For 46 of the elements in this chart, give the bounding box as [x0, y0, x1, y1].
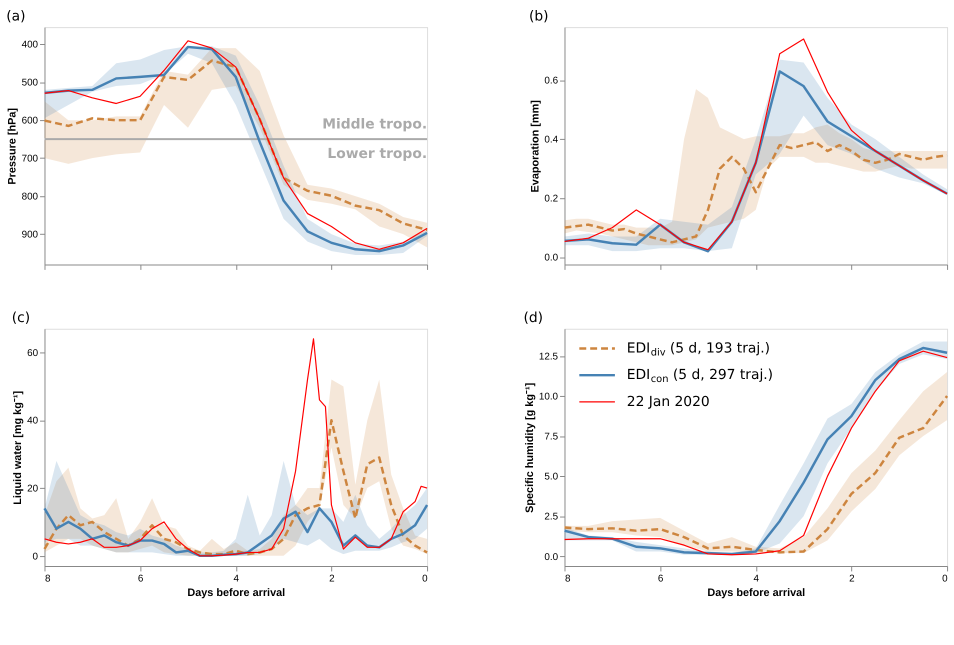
y-tick-label: 500 — [22, 78, 39, 89]
y-tick-label: 600 — [22, 116, 39, 127]
y-tick-label: 5.0 — [544, 472, 559, 483]
y-tick-label: 10.0 — [538, 392, 559, 402]
y-tick-label: 20 — [27, 483, 39, 494]
y-axis-title: Specific humidity [g kg⁻¹] — [524, 382, 536, 513]
legend-label: 22 Jan 2020 — [626, 394, 710, 410]
y-axis-title: Liquid water [mg kg⁻¹] — [12, 390, 24, 505]
y-tick-label: 40 — [27, 416, 39, 427]
x-axis-title: Days before arrival — [187, 587, 286, 600]
x-tick-label: 0 — [942, 573, 948, 584]
y-tick-label: 400 — [22, 40, 39, 51]
y-tick-label: 0.2 — [544, 194, 558, 205]
y-tick-label: 0 — [32, 551, 39, 562]
y-tick-label: 900 — [22, 230, 39, 241]
line-series — [43, 418, 428, 556]
x-tick-label: 6 — [138, 573, 144, 584]
y-tick-label: 0.4 — [544, 134, 559, 146]
x-tick-label: 6 — [658, 573, 664, 584]
x-tick-label: 8 — [44, 573, 51, 584]
y-tick-label: 12.5 — [538, 351, 559, 362]
line-series — [43, 504, 428, 558]
chart-title: (c) — [12, 310, 30, 326]
chart-title: (a) — [6, 8, 26, 24]
y-axis-title: Pressure [hPa] — [6, 108, 19, 185]
y-tick-label: 800 — [22, 192, 39, 203]
line-series — [44, 338, 428, 556]
x-tick-label: 0 — [422, 573, 428, 584]
y-axis-title: Evaporation [mm] — [529, 100, 542, 192]
ref-line-label: Middle tropo. — [322, 116, 428, 132]
y-tick-label: 7.5 — [544, 432, 559, 443]
x-tick-label: 8 — [564, 573, 571, 584]
y-tick-label: 60 — [27, 348, 39, 359]
y-tick-label: 0.6 — [544, 76, 559, 87]
x-tick-label: 2 — [849, 573, 855, 584]
y-tick-label: 2.5 — [544, 512, 559, 523]
y-tick-label: 700 — [22, 154, 39, 165]
x-axis-title: Days before arrival — [707, 587, 806, 600]
annotation: Lower tropo. — [327, 146, 428, 162]
chart-title: (d) — [524, 310, 544, 326]
chart-title: (b) — [529, 8, 549, 24]
x-tick-label: 4 — [754, 573, 760, 584]
y-tick-label: 0.0 — [544, 252, 559, 264]
x-tick-label: 2 — [329, 573, 335, 584]
y-tick-label: 0.0 — [544, 552, 559, 563]
x-tick-label: 4 — [234, 573, 240, 584]
